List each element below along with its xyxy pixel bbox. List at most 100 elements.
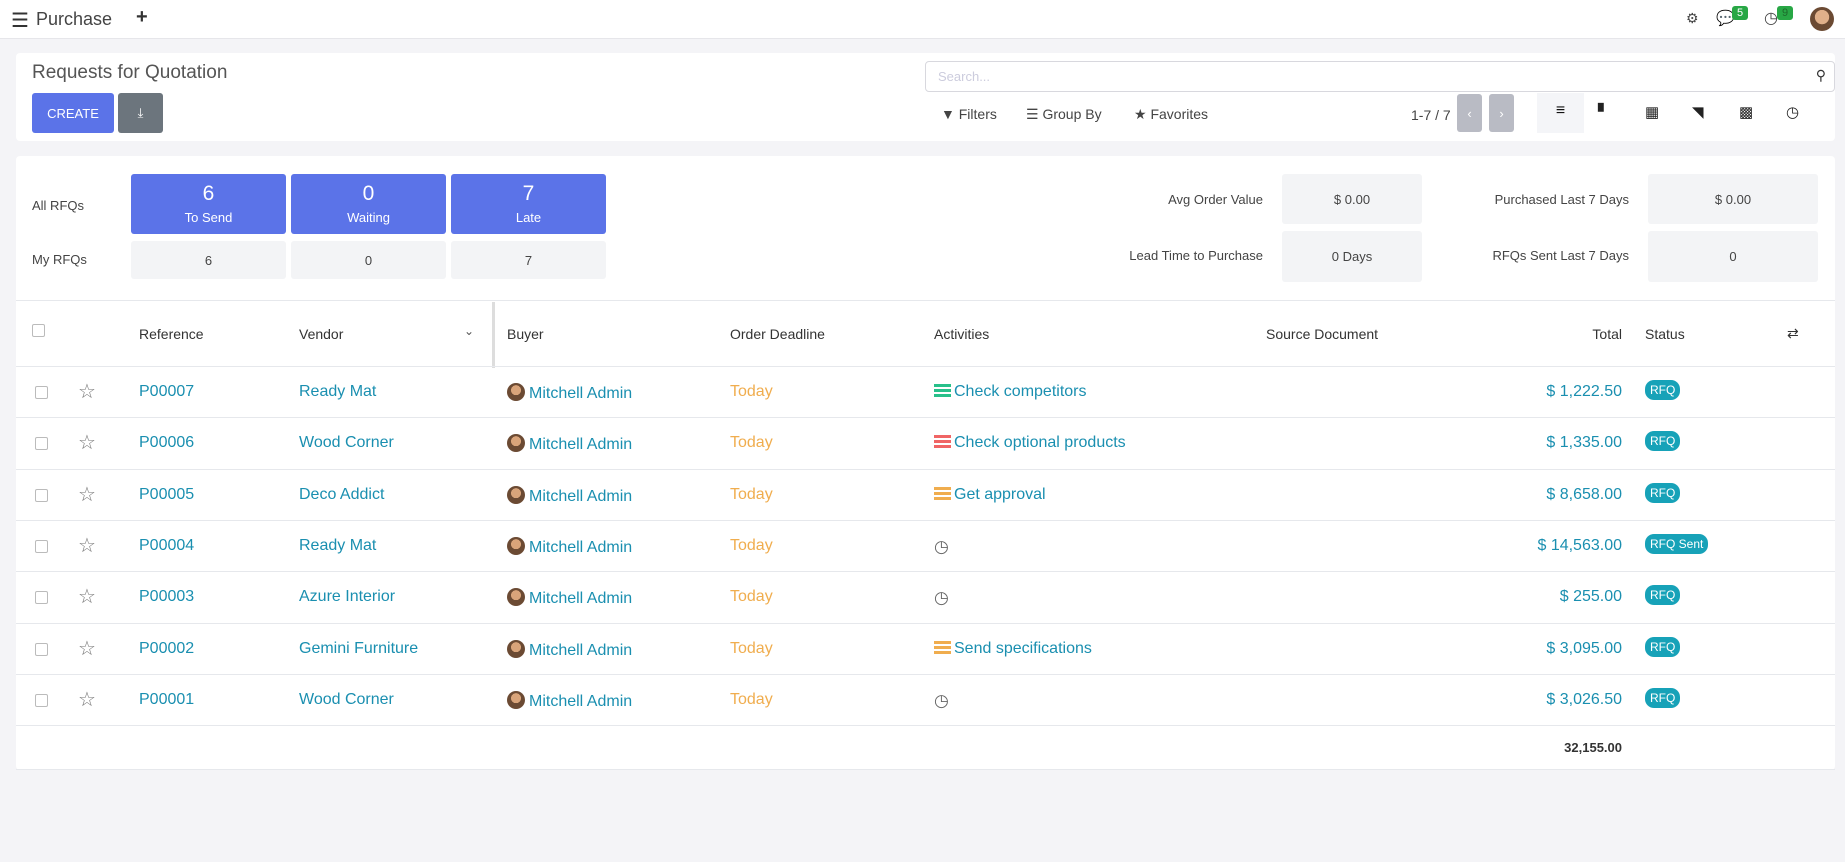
activity-summary[interactable]: Check optional products xyxy=(954,434,1126,452)
activities[interactable]: ◷ xyxy=(934,588,949,608)
vendor[interactable]: Wood Corner xyxy=(299,434,394,452)
waiting-tile[interactable]: 0 Waiting xyxy=(291,174,446,234)
buyer[interactable]: Mitchell Admin xyxy=(507,690,632,711)
my-late[interactable]: 7 xyxy=(451,241,606,279)
activities[interactable]: Send specifications xyxy=(934,640,1092,658)
star-icon[interactable]: ☆ xyxy=(78,432,96,455)
reference[interactable]: P00005 xyxy=(139,485,195,503)
column-resize-handle[interactable] xyxy=(492,302,495,368)
kanban-view-icon[interactable]: ▘ xyxy=(1598,104,1610,121)
star-icon[interactable]: ☆ xyxy=(78,534,96,557)
filters-button[interactable]: ▼ Filters xyxy=(941,106,997,122)
table-row[interactable]: ☆ P00002 Gemini Furniture Mitchell Admin… xyxy=(16,622,1835,674)
table-row[interactable]: ☆ P00004 Ready Mat Mitchell Admin Today … xyxy=(16,519,1835,571)
buyer[interactable]: Mitchell Admin xyxy=(507,383,632,403)
row-checkbox[interactable] xyxy=(35,642,48,656)
clock-icon[interactable]: ◷ xyxy=(934,536,949,556)
vendor[interactable]: Deco Addict xyxy=(299,485,385,503)
clock-icon[interactable]: ◷ xyxy=(934,690,949,710)
table-row[interactable]: ☆ P00003 Azure Interior Mitchell Admin T… xyxy=(16,571,1835,622)
row-checkbox[interactable] xyxy=(35,591,48,605)
plus-icon[interactable]: + xyxy=(136,6,148,28)
activity-view-icon[interactable]: ◷ xyxy=(1786,104,1800,121)
vendor[interactable]: Azure Interior xyxy=(299,588,396,606)
buyer[interactable]: Mitchell Admin xyxy=(507,434,632,454)
buyer[interactable]: Mitchell Admin xyxy=(507,485,632,506)
header-status[interactable]: Status xyxy=(1645,326,1685,342)
favorites-button[interactable]: ★ Favorites xyxy=(1134,106,1209,122)
activities[interactable]: Check competitors xyxy=(934,383,1087,401)
reference[interactable]: P00006 xyxy=(139,434,195,452)
buyer[interactable]: Mitchell Admin xyxy=(507,639,632,660)
row-checkbox[interactable] xyxy=(35,693,48,707)
graph-view-icon[interactable]: ◥ xyxy=(1692,104,1704,121)
select-all-checkbox[interactable] xyxy=(32,324,45,337)
buyer[interactable]: Mitchell Admin xyxy=(507,536,632,557)
menu-icon[interactable]: ☰ xyxy=(11,10,29,32)
bug-icon[interactable]: ⚙ xyxy=(1686,10,1699,26)
star-icon[interactable]: ☆ xyxy=(78,688,96,711)
my-waiting[interactable]: 0 xyxy=(291,241,446,279)
vendor[interactable]: Wood Corner xyxy=(299,690,394,708)
header-source-document[interactable]: Source Document xyxy=(1266,326,1379,342)
reference[interactable]: P00004 xyxy=(139,536,195,554)
header-reference[interactable]: Reference xyxy=(139,326,204,342)
activity-icon[interactable] xyxy=(934,486,951,500)
pager-previous-button[interactable]: ‹ xyxy=(1457,94,1482,132)
list-view-button[interactable]: ≡ xyxy=(1537,93,1584,133)
activities[interactable]: Check optional products xyxy=(934,434,1126,452)
group-by-button[interactable]: ☰ Group By xyxy=(1026,106,1102,122)
to-send-tile[interactable]: 6 To Send xyxy=(131,174,286,234)
activity-icon[interactable] xyxy=(934,640,951,654)
pager-next-button[interactable]: › xyxy=(1489,94,1514,132)
table-row[interactable]: ☆ P00006 Wood Corner Mitchell Admin Toda… xyxy=(16,417,1835,468)
star-icon[interactable]: ☆ xyxy=(78,483,96,506)
chat-icon[interactable]: 💬 xyxy=(1716,10,1735,27)
table-row[interactable]: ☆ P00007 Ready Mat Mitchell Admin Today … xyxy=(16,366,1835,417)
header-vendor[interactable]: Vendor xyxy=(299,326,344,342)
reference[interactable]: P00002 xyxy=(139,639,195,657)
my-to-send[interactable]: 6 xyxy=(131,241,286,279)
clock-icon[interactable]: ◷ xyxy=(1764,10,1778,27)
row-checkbox[interactable] xyxy=(35,539,48,553)
table-row[interactable]: ☆ P00005 Deco Addict Mitchell Admin Toda… xyxy=(16,468,1835,520)
activities[interactable]: ◷ xyxy=(934,691,949,711)
star-icon[interactable]: ☆ xyxy=(78,381,96,403)
user-avatar[interactable] xyxy=(1810,7,1834,31)
reference[interactable]: P00001 xyxy=(139,690,195,708)
vendor[interactable]: Gemini Furniture xyxy=(299,639,419,657)
optional-columns-icon[interactable]: ⇄ xyxy=(1787,325,1799,341)
table-row[interactable]: ☆ P00001 Wood Corner Mitchell Admin Toda… xyxy=(16,673,1835,725)
header-activities[interactable]: Activities xyxy=(934,326,990,342)
activity-summary[interactable]: Get approval xyxy=(954,485,1046,503)
search-input[interactable]: Search... ⚲ xyxy=(925,61,1835,92)
sort-chevron-down-icon[interactable]: ⌄ xyxy=(464,324,475,338)
calendar-view-icon[interactable]: ▩ xyxy=(1739,104,1754,121)
reference[interactable]: P00007 xyxy=(139,383,195,400)
activity-summary[interactable]: Check competitors xyxy=(954,383,1087,400)
row-checkbox[interactable] xyxy=(35,437,48,451)
pager-value[interactable]: 1-7 / 7 xyxy=(1411,107,1451,123)
buyer[interactable]: Mitchell Admin xyxy=(507,588,632,608)
star-icon[interactable]: ☆ xyxy=(78,637,96,660)
app-title[interactable]: Purchase xyxy=(36,9,113,29)
pivot-view-icon[interactable]: ▦ xyxy=(1645,104,1660,121)
header-total[interactable]: Total xyxy=(1592,326,1622,342)
activities[interactable]: Get approval xyxy=(934,486,1046,504)
row-checkbox[interactable] xyxy=(35,488,48,502)
row-checkbox[interactable] xyxy=(35,386,48,399)
header-order-deadline[interactable]: Order Deadline xyxy=(730,326,825,342)
vendor[interactable]: Ready Mat xyxy=(299,536,377,554)
search-icon[interactable]: ⚲ xyxy=(1815,67,1826,83)
star-icon[interactable]: ☆ xyxy=(78,586,96,609)
activity-summary[interactable]: Send specifications xyxy=(954,639,1092,657)
create-button[interactable]: CREATE xyxy=(32,93,114,133)
activity-icon[interactable] xyxy=(934,435,951,449)
activities[interactable]: ◷ xyxy=(934,537,949,557)
reference[interactable]: P00003 xyxy=(139,588,195,606)
vendor[interactable]: Ready Mat xyxy=(299,383,377,400)
header-buyer[interactable]: Buyer xyxy=(507,326,544,342)
activity-icon[interactable] xyxy=(934,384,951,397)
late-tile[interactable]: 7 Late xyxy=(451,174,606,234)
download-button[interactable]: ⤓ xyxy=(118,93,163,133)
